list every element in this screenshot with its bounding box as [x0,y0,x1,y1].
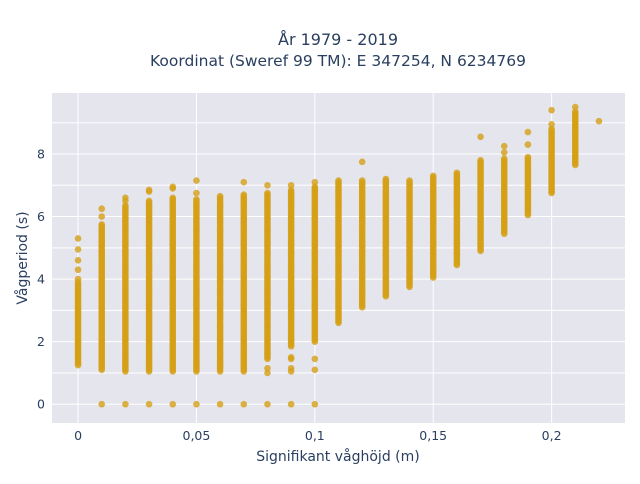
scatter-point [287,364,295,372]
scatter-point [264,400,271,408]
scatter-point [169,400,177,408]
y-tick-label: 6 [37,209,45,224]
scatter-point [240,178,248,186]
scatter-point [453,169,461,177]
x-tick-label: 0,05 [183,428,211,443]
scatter-point [477,156,484,164]
scatter-points [74,103,603,408]
scatter-point [311,400,319,408]
scatter-point [169,183,177,191]
scatter-point [193,177,200,184]
scatter-point [122,400,129,408]
scatter-point [571,161,579,169]
scatter-point [193,400,200,408]
scatter-point [216,400,224,408]
scatter-point [264,369,271,377]
scatter-point [169,194,177,202]
scatter-point [571,103,579,111]
scatter-point [98,221,106,228]
x-tick-label: 0,1 [305,428,325,443]
scatter-point [311,183,319,191]
scatter-point [311,355,319,363]
scatter-point [548,125,555,133]
scatter-point [98,205,106,213]
scatter-point [382,175,390,183]
scatter-point [287,400,295,408]
scatter-point [358,158,366,166]
scatter-point [145,186,153,194]
scatter-point [429,172,437,180]
scatter-point [193,189,200,197]
scatter-point [335,177,342,184]
scatter-point [74,235,82,242]
scatter-point [311,178,319,186]
scatter-point [240,400,248,408]
scatter-point [98,213,106,220]
scatter-point [548,120,555,128]
scatter-point [145,197,153,205]
scatter-point [500,142,508,150]
scatter-point [477,133,484,141]
scatter-point [287,186,295,194]
y-tick-label: 2 [37,334,45,349]
scatter-point [264,364,271,372]
scatter-point [287,354,295,361]
scatter-point [74,257,82,264]
scatter-point [74,275,82,283]
scatter-point [524,141,532,148]
scatter-point [406,177,413,184]
x-axis-title: Signifikant våghöjd (m) [256,448,419,465]
scatter-point [145,400,153,408]
y-tick-label: 0 [37,397,45,412]
chart-title-line2: Koordinat (Sweref 99 TM): E 347254, N 62… [150,52,526,70]
x-tick-label: 0,2 [542,428,562,443]
y-axis-title: Vågperiod (s) [14,211,31,304]
scatter-point [524,128,532,136]
scatter-point [264,189,271,197]
scatter-point [287,181,295,189]
scatter-point [595,117,603,125]
scatter-point [358,177,366,184]
y-tick-label: 8 [37,146,45,161]
chart-title-line1: År 1979 - 2019 [278,30,398,49]
scatter-point [311,366,319,374]
scatter-point [264,181,271,189]
x-tick-label: 0,15 [419,428,447,443]
scatter-point [500,149,508,156]
scatter-point [74,266,82,274]
scatter-point [193,196,200,203]
x-tick-label: 0 [74,428,82,443]
scatter-point [524,153,532,161]
scatter-point [548,106,555,114]
scatter-point [74,246,82,253]
y-tick-label: 4 [37,272,45,287]
scatter-point [98,400,106,408]
scatter-point [122,194,129,202]
scatter-point [571,108,579,116]
scatter-point [122,202,129,209]
scatter-point [500,155,508,162]
scatter-point [216,192,224,200]
scatter-point [240,191,248,198]
tick-labels: 0 2 4 6 8 0 0,05 0,1 0,15 0,2 [37,146,561,443]
